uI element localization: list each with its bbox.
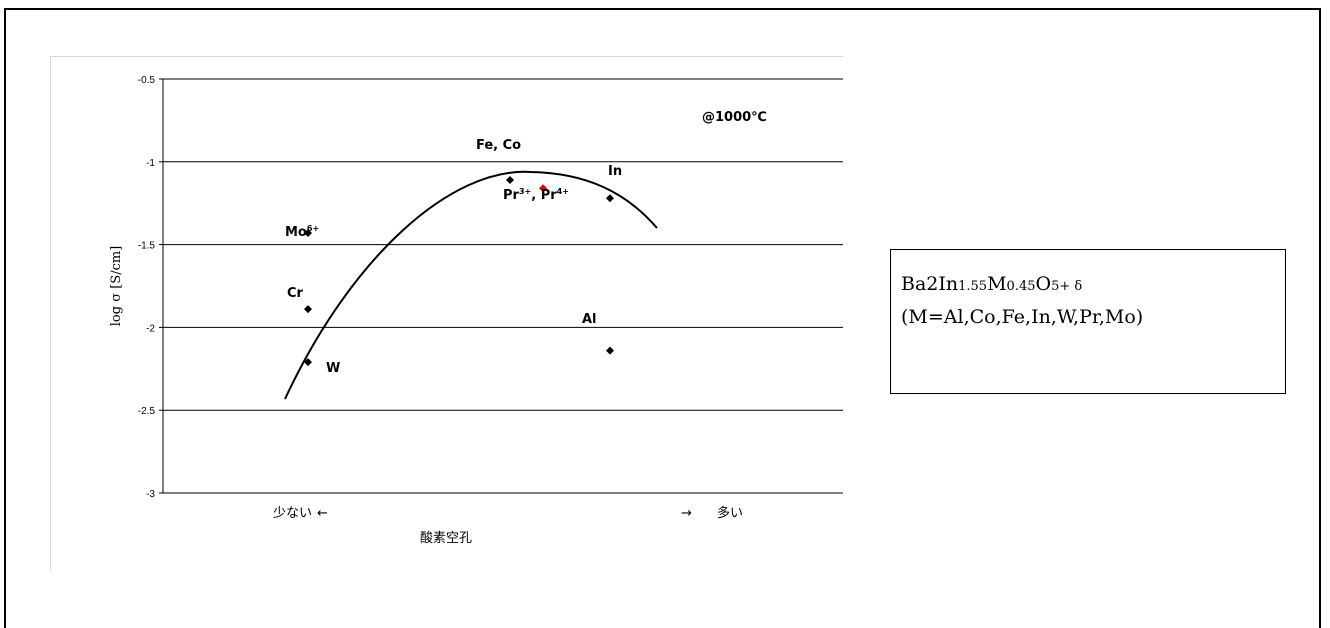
y-tick-label: -0.5 bbox=[138, 75, 156, 86]
label-in: In bbox=[608, 164, 622, 179]
x-axis-left-label: 少ない bbox=[273, 506, 312, 521]
y-tick-label: -2.5 bbox=[138, 406, 156, 417]
data-point-cr bbox=[304, 305, 312, 314]
formula-line: Ba2In1.55M0.45O5+ δ bbox=[901, 273, 1083, 295]
y-tick-labels: -0.5 -1 -1.5 -2 -2.5 -3 bbox=[138, 75, 156, 500]
data-point-pr3-pr4- bbox=[539, 184, 547, 193]
label-mo: Mo6+ bbox=[285, 224, 319, 240]
x-axis-title: 酸素空孔 bbox=[420, 531, 472, 546]
x-axis-right-label: 多い bbox=[717, 505, 743, 521]
y-tick-label: -1 bbox=[146, 158, 155, 169]
label-w: W bbox=[326, 361, 340, 376]
data-point-fe-co bbox=[506, 176, 514, 185]
data-point-mo6- bbox=[304, 229, 312, 238]
chart-svg: -0.5 -1 -1.5 -2 -2.5 -3 Mo6+ Cr W Fe, Co Pr3+… bbox=[109, 75, 843, 546]
y-tick-label: -2 bbox=[146, 323, 155, 334]
formula-box: Ba2In1.55M0.45O5+ δ (M=Al,Co,Fe,In,W,Pr,… bbox=[890, 249, 1286, 394]
grid-lines bbox=[159, 78, 843, 494]
data-point-al bbox=[606, 346, 614, 355]
y-tick-label: -1.5 bbox=[138, 241, 156, 252]
label-al: Al bbox=[582, 312, 597, 327]
formula-elements: (M=Al,Co,Fe,In,W,Pr,Mo) bbox=[901, 306, 1144, 328]
data-point-w bbox=[304, 358, 312, 367]
data-point-in bbox=[606, 194, 614, 203]
label-fe-co: Fe, Co bbox=[476, 138, 521, 153]
data-points bbox=[304, 176, 614, 367]
trend-curve bbox=[284, 170, 658, 400]
y-axis-title: log σ [S/cm] bbox=[109, 246, 124, 326]
figure-frame bbox=[4, 8, 1321, 628]
condition-label: @1000℃ bbox=[702, 110, 767, 125]
label-cr: Cr bbox=[287, 286, 304, 301]
label-pr: Pr3+, Pr4+ bbox=[503, 187, 569, 203]
x-axis-right-arrow: → bbox=[681, 506, 692, 521]
chart-panel: -0.5 -1 -1.5 -2 -2.5 -3 Mo6+ Cr W Fe, Co Pr3+… bbox=[50, 56, 843, 571]
x-axis-left-arrow: ← bbox=[317, 506, 328, 521]
y-tick-label: -3 bbox=[146, 489, 155, 500]
